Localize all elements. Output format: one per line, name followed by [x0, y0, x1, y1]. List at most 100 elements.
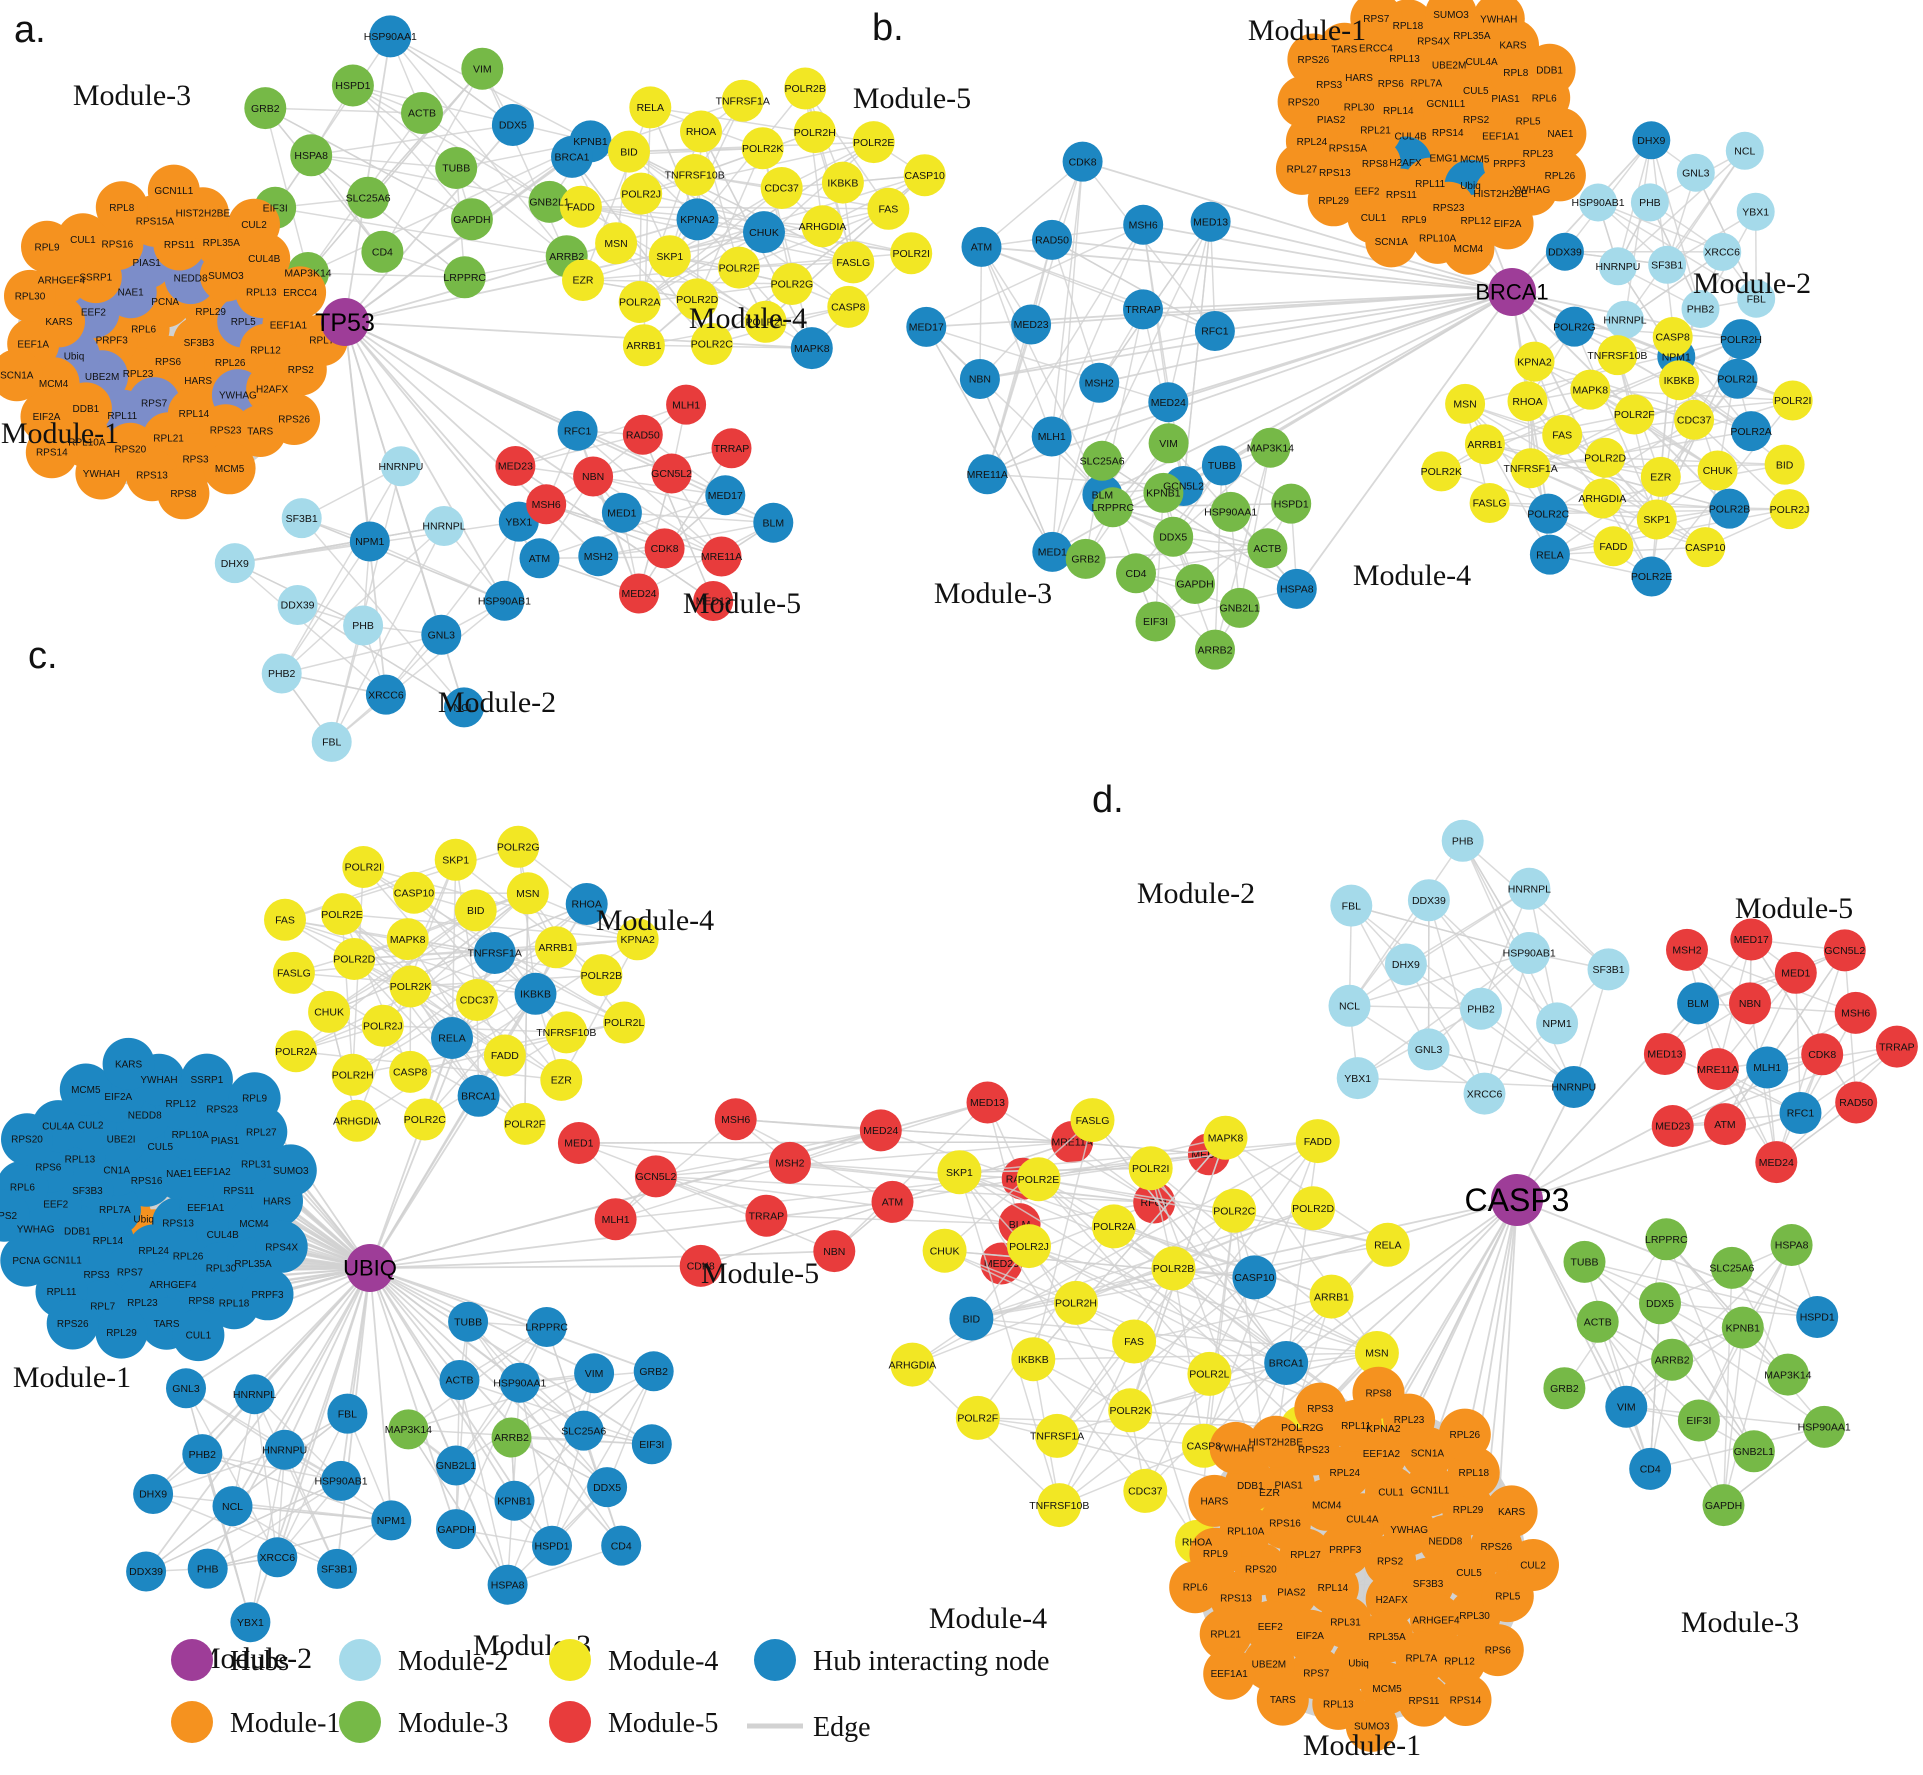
gene-node[interactable] [1128, 1146, 1173, 1191]
gene-node[interactable] [1536, 1002, 1579, 1045]
gene-node[interactable] [705, 475, 746, 516]
gene-node[interactable] [922, 1228, 967, 1273]
gene-node[interactable] [563, 1410, 604, 1451]
gene-node[interactable] [1651, 1105, 1694, 1147]
gene-node[interactable] [601, 1525, 642, 1566]
gene-node[interactable] [1259, 1497, 1311, 1550]
gene-node[interactable] [534, 926, 577, 969]
gene-node[interactable] [439, 1360, 480, 1400]
gene-node[interactable] [594, 1198, 637, 1241]
gene-node[interactable] [272, 951, 315, 994]
gene-node[interactable] [1629, 1447, 1672, 1490]
gene-node[interactable] [1721, 1306, 1764, 1349]
gene-node[interactable] [1123, 204, 1164, 245]
gene-node[interactable] [1035, 1413, 1080, 1458]
gene-node[interactable] [622, 324, 665, 367]
gene-node[interactable] [1291, 1186, 1336, 1231]
gene-node[interactable] [1295, 1119, 1340, 1164]
gene-node[interactable] [744, 300, 787, 343]
gene-node[interactable] [473, 932, 516, 974]
gene-node[interactable] [388, 1409, 429, 1450]
gene-node[interactable] [403, 1098, 446, 1141]
gene-node[interactable] [361, 230, 404, 273]
gene-node[interactable] [166, 1368, 206, 1409]
gene-node[interactable] [519, 538, 560, 579]
gene-node[interactable] [721, 79, 764, 122]
gene-node[interactable] [1256, 1673, 1309, 1726]
gene-node[interactable] [277, 585, 318, 625]
gene-node[interactable] [1007, 1224, 1051, 1269]
gene-node[interactable] [1801, 1033, 1844, 1076]
gene-node[interactable] [102, 1037, 155, 1090]
gene-node[interactable] [648, 235, 691, 278]
gene-node[interactable] [528, 180, 571, 223]
gene-node[interactable] [182, 1434, 223, 1475]
gene-node[interactable] [1545, 232, 1584, 271]
gene-node[interactable] [1195, 629, 1235, 670]
gene-node[interactable] [557, 1122, 600, 1164]
gene-node[interactable] [1704, 1103, 1746, 1146]
gene-node[interactable] [1736, 192, 1775, 231]
gene-node[interactable] [1764, 444, 1805, 485]
gene-node[interactable] [230, 1602, 271, 1643]
gene-node[interactable] [424, 506, 464, 546]
gene-node[interactable] [745, 1194, 788, 1237]
gene-node[interactable] [1108, 1388, 1153, 1433]
gene-node[interactable] [1597, 335, 1638, 376]
gene-node[interactable] [1438, 1408, 1491, 1461]
gene-node[interactable] [629, 86, 672, 129]
gene-node[interactable] [274, 266, 327, 319]
gene-node[interactable] [1737, 279, 1776, 318]
gene-node[interactable] [557, 410, 598, 451]
gene-node[interactable] [21, 220, 73, 273]
gene-node[interactable] [852, 121, 895, 164]
gene-node[interactable] [1834, 991, 1877, 1034]
gene-node[interactable] [551, 135, 593, 178]
gene-node[interactable] [1677, 982, 1720, 1025]
gene-node[interactable] [1770, 1224, 1813, 1266]
gene-node[interactable] [1779, 1092, 1822, 1134]
gene-node[interactable] [1199, 1608, 1252, 1661]
hub-node-casp3[interactable] [1491, 1174, 1543, 1226]
gene-node[interactable] [526, 484, 567, 525]
gene-node[interactable] [1585, 437, 1626, 478]
gene-node[interactable] [1247, 528, 1288, 569]
gene-node[interactable] [1407, 879, 1450, 922]
gene-node[interactable] [1203, 1115, 1248, 1160]
gene-node[interactable] [587, 1467, 628, 1508]
gene-node[interactable] [327, 1393, 368, 1434]
gene-node[interactable] [1659, 360, 1700, 401]
gene-node[interactable] [1425, 0, 1477, 41]
gene-node[interactable] [867, 187, 910, 230]
gene-node[interactable] [506, 872, 549, 915]
gene-node[interactable] [1587, 948, 1630, 991]
gene-node[interactable] [1731, 411, 1772, 452]
gene-node[interactable] [1598, 247, 1637, 286]
gene-node[interactable] [1421, 451, 1462, 492]
gene-node[interactable] [1508, 932, 1551, 974]
gene-node[interactable] [741, 127, 784, 170]
gene-node[interactable] [906, 306, 947, 347]
gene-node[interactable] [1365, 215, 1418, 268]
gene-node[interactable] [503, 1102, 546, 1145]
gene-node[interactable] [1153, 516, 1194, 557]
gene-node[interactable] [1543, 1367, 1586, 1410]
gene-node[interactable] [133, 1474, 174, 1514]
gene-node[interactable] [1755, 1141, 1798, 1184]
gene-node[interactable] [1796, 1296, 1839, 1338]
gene-node[interactable] [1554, 306, 1595, 347]
gene-node[interactable] [1194, 311, 1235, 351]
gene-node[interactable] [497, 825, 540, 868]
gene-node[interactable] [559, 185, 602, 228]
gene-node[interactable] [95, 1306, 148, 1359]
gene-node[interactable] [126, 1551, 167, 1592]
gene-node[interactable] [890, 1342, 935, 1387]
gene-node[interactable] [1648, 245, 1687, 284]
gene-node[interactable] [1636, 499, 1677, 540]
gene-node[interactable] [770, 263, 813, 305]
gene-node[interactable] [1732, 1430, 1775, 1473]
gene-node[interactable] [369, 15, 412, 58]
gene-node[interactable] [666, 384, 707, 425]
gene-node[interactable] [234, 1374, 275, 1415]
gene-node[interactable] [365, 674, 406, 715]
